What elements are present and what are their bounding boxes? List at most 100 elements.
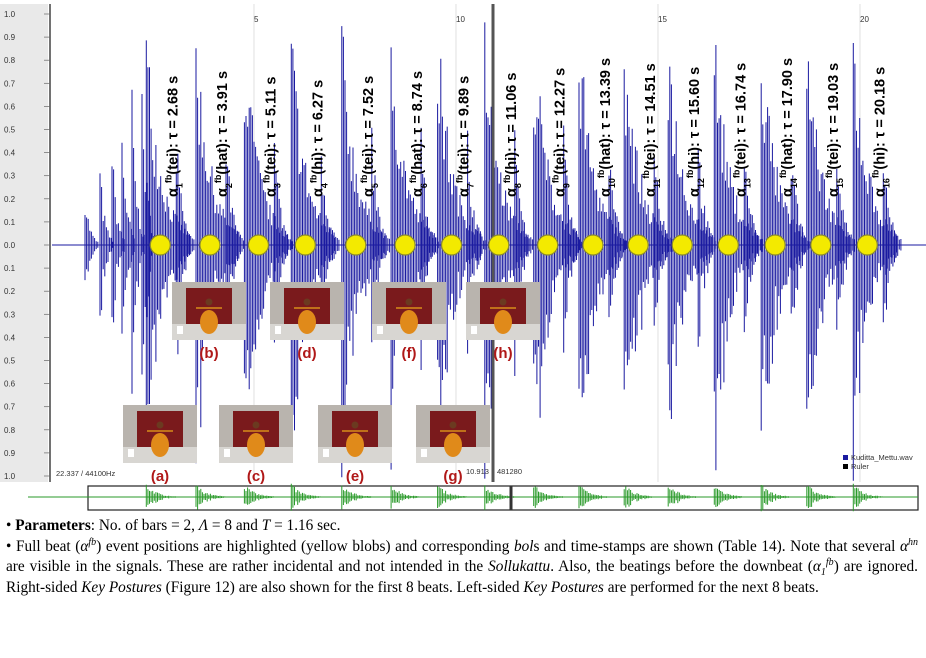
posture-label: (b) [199,345,218,362]
dancer-head [303,298,311,306]
event-text: (tei): τ = 12.27 s [553,68,569,175]
overview-waveform [195,485,226,510]
event-type: fb [551,174,561,183]
legend-swatch [843,455,848,460]
event-index: 10 [607,178,617,188]
overview-waveform [713,488,744,507]
time-tick-label: 10 [456,15,465,24]
y-tick-label: 0.4 [4,333,16,342]
event-symbol: α [780,188,796,197]
caption-run: fb [88,536,97,548]
y-tick-label: 0.3 [4,310,16,319]
waveform [882,173,902,323]
event-type: fb [455,174,465,183]
event-text: (tei): τ = 16.74 s [733,63,749,170]
event-index: 1 [174,183,184,188]
caption-run: Λ [198,517,209,534]
event-blob [345,234,367,256]
event-text: (tei): τ = 14.51 s [643,63,659,170]
posture-label: (e) [346,468,364,485]
event-blob [582,234,604,256]
caption-run: Parameters [15,517,91,534]
status-sample: 481280 [497,467,522,476]
caption-run: : No. of bars = 2, [90,517,199,534]
waveform [371,127,390,343]
event-type: fb [359,174,369,183]
event-blob [294,234,316,256]
posture-label: (f) [402,345,417,362]
waveform [743,168,763,333]
dancer-head [156,421,164,429]
y-tick-label: 0.8 [4,426,16,435]
event-text: (hat): τ = 3.91 s [215,71,231,175]
event-label: α9fb(tei): τ = 12.27 s [551,68,572,197]
caption-run: Key Postures [81,578,162,596]
status-time: 10.913 [466,467,489,476]
event-type: fb [778,169,788,178]
event-text: (tei): τ = 9.89 s [457,76,473,175]
event-index: 14 [789,178,799,188]
dancer [298,310,316,334]
photo-object [177,326,183,334]
event-label: α7fb(tei): τ = 9.89 s [455,76,476,197]
status-rate: 22.337 / 44100Hz [56,469,115,478]
caption-paragraph: • Full beat (αfb) event positions are hi… [6,537,918,599]
waveform [225,164,245,338]
event-blob [537,234,559,256]
y-tick-label: 0.6 [4,102,16,111]
event-index: 9 [562,183,572,188]
photo-object [421,449,427,457]
event-label: α3fb(tei): τ = 5.11 s [261,77,282,197]
caption-run: are performed for the next 8 beats. [603,578,819,596]
posture-photo [172,282,246,340]
event-index: 12 [696,178,706,188]
posture-photo [372,282,446,340]
event-text: (hi): τ = 11.06 s [504,73,520,175]
event-type: fb [408,174,418,183]
event-index: 7 [466,183,476,188]
legend-swatch [843,464,848,469]
event-text: (hi): τ = 15.60 s [687,67,703,170]
caption-run: ) are ignored. Right-sided [6,558,919,596]
event-symbol: α [598,188,614,197]
overview-waveform [760,485,791,512]
caption: • Parameters: No. of bars = 2, Λ = 8 and… [6,516,918,598]
overview-waveform [806,486,837,508]
waveform [608,169,628,318]
event-blob [717,234,739,256]
y-tick-label: 0.7 [4,79,16,88]
event-type: fb [213,174,223,183]
photo-object [275,326,281,334]
posture-label: (a) [151,468,169,485]
y-tick-label: 0.2 [4,287,16,296]
waveform [563,125,582,353]
dancer [247,433,265,457]
event-label: α16fb(hi): τ = 20.18 s [870,67,891,197]
event-label: α13fb(tei): τ = 16.74 s [731,63,752,197]
event-text: (tei): τ = 19.03 s [826,63,842,170]
event-type: fb [824,169,834,178]
caption-run: bol [513,537,534,555]
caption-paragraph: • Parameters: No. of bars = 2, Λ = 8 and… [6,516,918,537]
event-label: α11fb(tei): τ = 14.51 s [641,63,662,197]
waveform [514,130,533,376]
photo-object [471,326,477,334]
posture-photo [416,405,490,463]
y-tick-label: 1.0 [4,10,16,19]
caption-run: (Figure 12) are also shown for the first… [161,578,524,596]
event-text: (hi): τ = 20.18 s [872,67,888,170]
dancer [151,433,169,457]
posture-photo [318,405,392,463]
event-label: α6fb(hat): τ = 8.74 s [408,71,429,197]
y-tick-label: 0.1 [4,218,16,227]
overview-waveform [578,486,609,509]
y-tick-label: 0.5 [4,357,16,366]
y-tick-label: 0.9 [4,33,16,42]
event-text: (hat): τ = 13.39 s [598,58,614,170]
caption-run: • [6,517,16,534]
event-blob [671,234,693,256]
event-label: α10fb(hat): τ = 13.39 s [596,58,617,197]
event-symbol: α [310,188,326,197]
event-label: α5fb(tei): τ = 7.52 s [359,76,380,197]
